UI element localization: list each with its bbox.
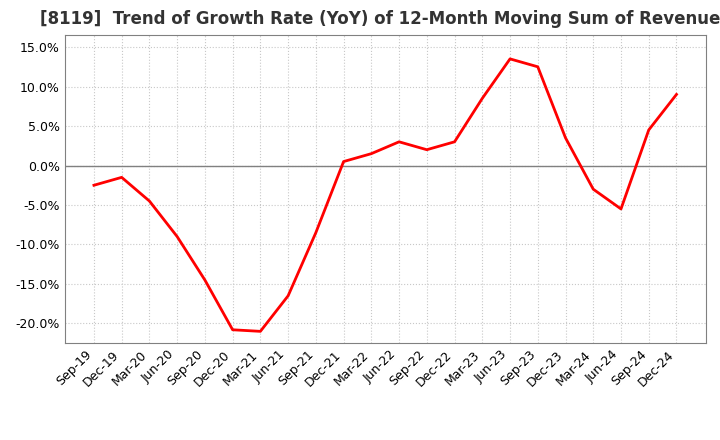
- Title: [8119]  Trend of Growth Rate (YoY) of 12-Month Moving Sum of Revenues: [8119] Trend of Growth Rate (YoY) of 12-…: [40, 10, 720, 28]
